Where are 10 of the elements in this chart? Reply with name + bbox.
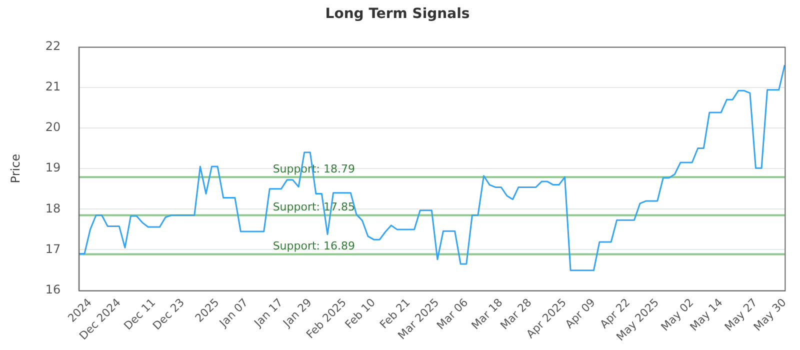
- y-tick-label: 19: [45, 160, 61, 175]
- y-tick-label: 16: [45, 282, 61, 296]
- y-tick-label: 18: [45, 201, 61, 216]
- y-tick-label: 21: [45, 80, 61, 94]
- y-tick-label: 22: [45, 38, 61, 53]
- y-tick-label: 17: [45, 242, 61, 256]
- chart-title: Long Term Signals: [325, 6, 470, 22]
- y-axis-title: Price: [8, 154, 22, 184]
- ref-line-label: Support: 16.89: [272, 240, 356, 253]
- y-tick-label: 20: [45, 120, 61, 134]
